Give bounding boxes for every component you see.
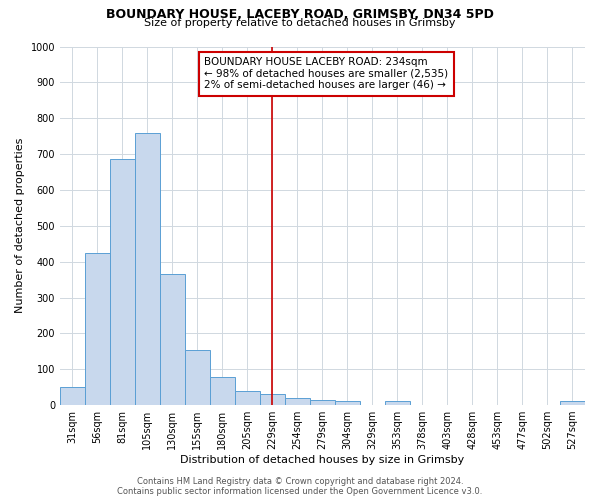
Text: Contains HM Land Registry data © Crown copyright and database right 2024.
Contai: Contains HM Land Registry data © Crown c… bbox=[118, 476, 482, 496]
Bar bbox=[560, 402, 585, 405]
Bar bbox=[335, 402, 360, 405]
Bar bbox=[85, 252, 110, 405]
Bar bbox=[235, 390, 260, 405]
Y-axis label: Number of detached properties: Number of detached properties bbox=[15, 138, 25, 314]
X-axis label: Distribution of detached houses by size in Grimsby: Distribution of detached houses by size … bbox=[181, 455, 464, 465]
Bar bbox=[110, 160, 135, 405]
Text: Size of property relative to detached houses in Grimsby: Size of property relative to detached ho… bbox=[144, 18, 456, 28]
Bar bbox=[285, 398, 310, 405]
Bar bbox=[385, 402, 410, 405]
Bar bbox=[260, 394, 285, 405]
Bar bbox=[60, 387, 85, 405]
Text: BOUNDARY HOUSE, LACEBY ROAD, GRIMSBY, DN34 5PD: BOUNDARY HOUSE, LACEBY ROAD, GRIMSBY, DN… bbox=[106, 8, 494, 20]
Bar bbox=[135, 132, 160, 405]
Bar bbox=[185, 350, 210, 405]
Bar bbox=[210, 377, 235, 405]
Text: BOUNDARY HOUSE LACEBY ROAD: 234sqm
← 98% of detached houses are smaller (2,535)
: BOUNDARY HOUSE LACEBY ROAD: 234sqm ← 98%… bbox=[205, 58, 448, 90]
Bar bbox=[160, 274, 185, 405]
Bar bbox=[310, 400, 335, 405]
